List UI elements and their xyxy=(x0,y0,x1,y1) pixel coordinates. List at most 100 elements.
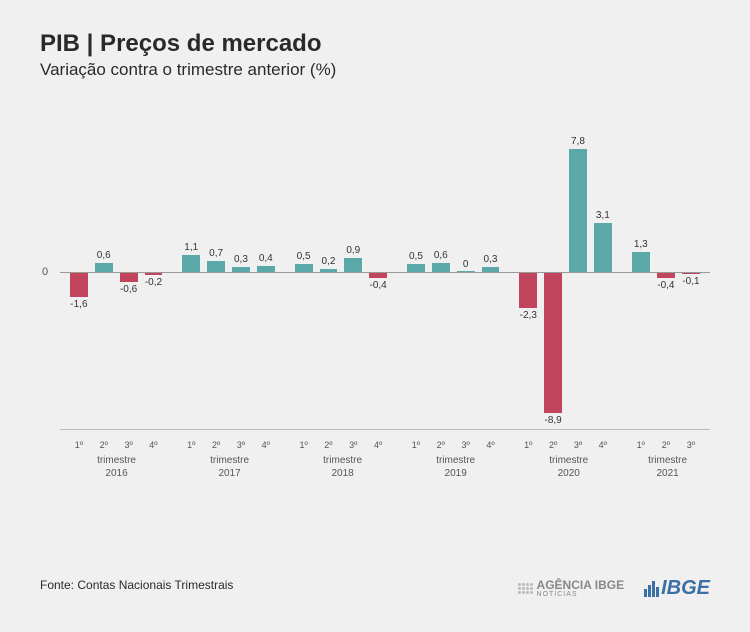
bar xyxy=(207,261,225,272)
quarter-label: 3º xyxy=(680,440,702,450)
bar xyxy=(569,149,587,272)
bar-column: -0,4 xyxy=(655,130,677,430)
bar-value-label: 3,1 xyxy=(596,210,610,221)
ibge-text: IBGE xyxy=(661,577,710,600)
year-group: -1,6 0,6 -0,6 -0,2 xyxy=(60,130,172,430)
bar-column: 0,5 xyxy=(405,130,427,430)
quarter-label: 1º xyxy=(293,440,315,450)
year-labels: trimestre2016trimestre2017trimestre2018t… xyxy=(60,454,710,480)
chart-subtitle: Variação contra o trimestre anterior (%) xyxy=(40,60,710,80)
bar-column: 3,1 xyxy=(592,130,614,430)
zero-axis-label: 0 xyxy=(42,266,48,278)
year-group: 0,5 0,6 0 0,3 xyxy=(397,130,509,430)
bar xyxy=(70,272,88,297)
bar-value-label: 0,5 xyxy=(409,251,423,262)
bar-column: -0,6 xyxy=(118,130,140,430)
bar-value-label: 0,6 xyxy=(97,250,111,261)
bar-value-label: 1,3 xyxy=(634,239,648,250)
bar-column: 0,2 xyxy=(318,130,340,430)
bar-column: -0,2 xyxy=(143,130,165,430)
chart-area: -1,6 0,6 -0,6 -0,2 1,1 0,7 0,3 0,4 0,5 0,2 0,9 -0,4… xyxy=(40,130,710,460)
quarter-label: 3º xyxy=(118,440,140,450)
bars-container: -1,6 0,6 -0,6 -0,2 1,1 0,7 0,3 0,4 0,5 0,2 0,9 -0,4… xyxy=(60,130,710,430)
bar xyxy=(120,272,138,281)
bar-value-label: -2,3 xyxy=(520,310,537,321)
year-label: trimestre2021 xyxy=(625,454,710,480)
ibge-bars-icon xyxy=(644,581,659,597)
bar-value-label: 1,1 xyxy=(184,242,198,253)
bar-value-label: 0,3 xyxy=(234,254,248,265)
ibge-logo: IBGE xyxy=(644,577,710,600)
bar-value-label: -0,2 xyxy=(145,277,162,288)
bar-column: 7,8 xyxy=(567,130,589,430)
quarter-label: 4º xyxy=(143,440,165,450)
quarter-label: 2º xyxy=(542,440,564,450)
year-x-group: 1º2º3º xyxy=(622,440,710,450)
agencia-icon xyxy=(518,583,533,594)
bar-value-label: 0,2 xyxy=(321,256,335,267)
plot-area: -1,6 0,6 -0,6 -0,2 1,1 0,7 0,3 0,4 0,5 0,2 0,9 -0,4… xyxy=(60,130,710,430)
quarter-label: 1º xyxy=(68,440,90,450)
bar-value-label: 0 xyxy=(463,259,469,270)
bar-value-label: 0,9 xyxy=(346,245,360,256)
year-x-group: 1º2º3º4º xyxy=(397,440,509,450)
year-group: 0,5 0,2 0,9 -0,4 xyxy=(285,130,397,430)
bar-value-label: 0,5 xyxy=(297,251,311,262)
quarter-label: 2º xyxy=(655,440,677,450)
year-x-group: 1º2º3º4º xyxy=(172,440,284,450)
bar-column: 0,7 xyxy=(205,130,227,430)
bar xyxy=(519,272,537,308)
bar-value-label: 0,7 xyxy=(209,248,223,259)
bar-column: 0,6 xyxy=(93,130,115,430)
footer-logos: AGÊNCIA IBGE NOTÍCIAS IBGE xyxy=(518,577,710,600)
bar xyxy=(295,264,313,272)
quarter-label: 3º xyxy=(230,440,252,450)
year-group: 1,3 -0,4 -0,1 xyxy=(622,130,710,430)
bar-column: -1,6 xyxy=(68,130,90,430)
bar-column: 0,9 xyxy=(342,130,364,430)
bar xyxy=(344,258,362,272)
bar-column: 0,5 xyxy=(293,130,315,430)
bar xyxy=(407,264,425,272)
quarter-label: 3º xyxy=(567,440,589,450)
x-axis: 1º2º3º4º1º2º3º4º1º2º3º4º1º2º3º4º1º2º3º4º… xyxy=(60,440,710,450)
zero-line xyxy=(60,272,710,273)
quarter-label: 1º xyxy=(517,440,539,450)
bar-value-label: -0,1 xyxy=(682,276,699,287)
quarter-label: 2º xyxy=(318,440,340,450)
bar xyxy=(632,252,650,273)
bar xyxy=(95,263,113,272)
bar xyxy=(182,255,200,272)
quarter-label: 1º xyxy=(180,440,202,450)
bar-value-label: 0,3 xyxy=(484,254,498,265)
bar-column: 0,6 xyxy=(430,130,452,430)
quarter-label: 3º xyxy=(342,440,364,450)
quarter-label: 3º xyxy=(455,440,477,450)
quarter-label: 4º xyxy=(255,440,277,450)
quarter-label: 2º xyxy=(430,440,452,450)
quarter-label: 4º xyxy=(480,440,502,450)
bar xyxy=(594,223,612,272)
bar-column: 1,3 xyxy=(630,130,652,430)
bar-column: 0 xyxy=(455,130,477,430)
year-label: trimestre2020 xyxy=(512,454,625,480)
year-x-group: 1º2º3º4º xyxy=(509,440,621,450)
year-label: trimestre2017 xyxy=(173,454,286,480)
bar-column: -8,9 xyxy=(542,130,564,430)
quarter-label: 4º xyxy=(592,440,614,450)
bar-column: 0,3 xyxy=(230,130,252,430)
year-x-group: 1º2º3º4º xyxy=(60,440,172,450)
quarter-label: 2º xyxy=(205,440,227,450)
quarter-label: 1º xyxy=(405,440,427,450)
bar-value-label: 0,4 xyxy=(259,253,273,264)
bar-column: -0,1 xyxy=(680,130,702,430)
bar-column: -2,3 xyxy=(517,130,539,430)
quarter-label: 2º xyxy=(93,440,115,450)
year-label: trimestre2019 xyxy=(399,454,512,480)
quarter-label: 4º xyxy=(367,440,389,450)
bar-value-label: -8,9 xyxy=(545,415,562,426)
bar-column: -0,4 xyxy=(367,130,389,430)
year-group: -2,3 -8,9 7,8 3,1 xyxy=(509,130,621,430)
year-label: trimestre2018 xyxy=(286,454,399,480)
agencia-label-line2: NOTÍCIAS xyxy=(537,591,625,598)
